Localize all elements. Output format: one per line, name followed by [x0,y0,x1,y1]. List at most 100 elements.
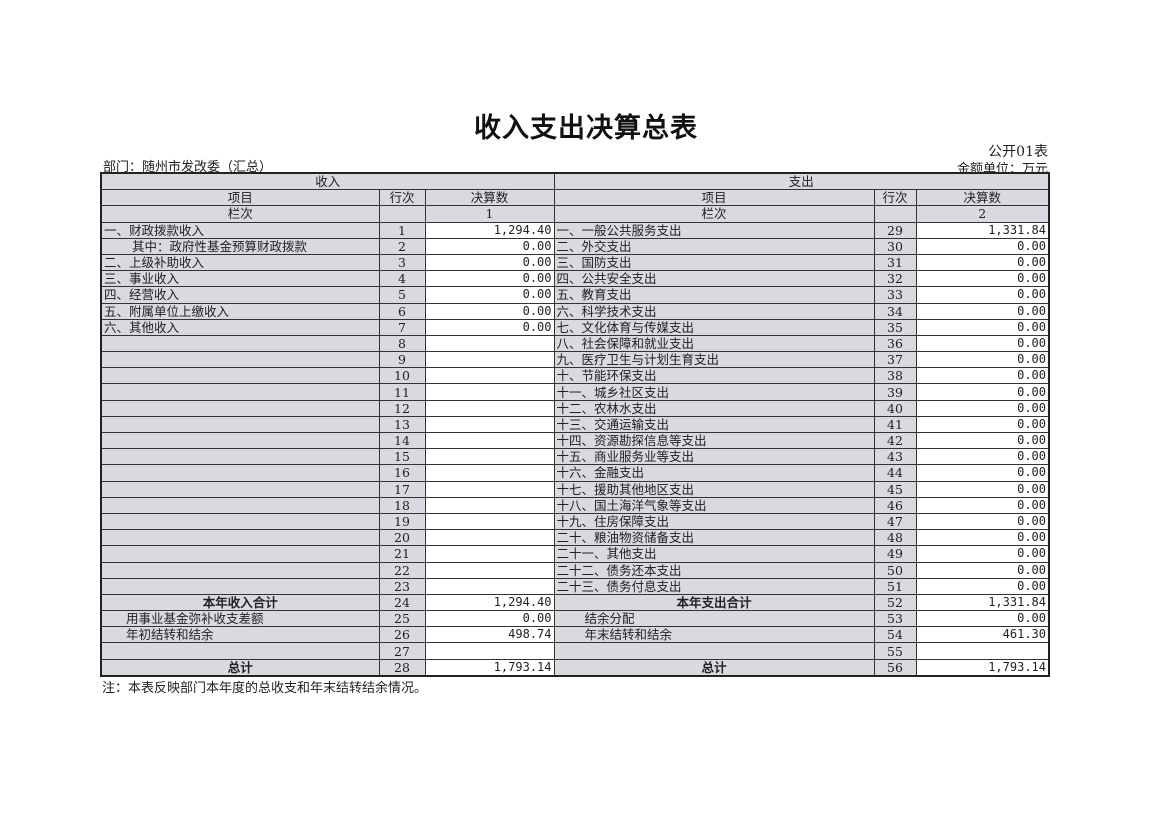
department-label: 部门：随州市发改委（汇总） [103,160,273,175]
expense-item: 十二、农林水支出 [553,399,875,417]
income-amount: 1,294.40 [424,221,555,239]
section-header-row: 收入 支出 [100,172,1050,191]
income-row-no-header: 行次 [378,189,426,207]
expense-row-no: 34 [873,302,917,320]
table-row: 11 十一、城乡社区支出 39 0.00 [100,383,1050,401]
table-row: 16 十六、金融支出 44 0.00 [100,464,1050,482]
income-row-no: 17 [378,480,426,498]
income-row-no: 10 [378,367,426,385]
income-item: 一、财政拨款收入 [100,221,380,239]
expense-item: 六、科学技术支出 [553,302,875,320]
table-row: 14 十四、资源勘探信息等支出 42 0.00 [100,431,1050,450]
income-item [100,480,380,498]
expense-row-no: 29 [873,221,917,239]
income-amount: 0.00 [424,610,555,628]
expense-row-no: 54 [873,626,917,644]
expense-row-no: 35 [873,318,917,336]
expense-item: 二十、粮油物资储备支出 [553,529,875,547]
income-row-no: 3 [378,253,426,272]
table-row: 27 55 [100,642,1050,660]
income-expense-table: 收入 支出 项目 行次 决算数 项目 行次 决算数 栏次 1 栏次 2 一、财政… [100,172,1050,677]
table-row: 18 十八、国土海洋气象等支出 46 0.00 [100,496,1050,514]
expense-item: 八、社会保障和就业支出 [553,334,875,353]
expense-row-no: 51 [873,577,917,595]
expense-item [553,642,875,660]
income-row-no: 8 [378,334,426,353]
table-row: 13 十三、交通运输支出 41 0.00 [100,415,1050,434]
table-row: 10 十、节能环保支出 38 0.00 [100,367,1050,385]
expense-item: 总计 [553,658,875,677]
expense-item: 二十二、债务还本支出 [553,561,875,579]
expense-row-no: 55 [873,642,917,660]
expense-row-no: 37 [873,351,917,369]
income-row-no: 13 [378,415,426,434]
income-row-no: 2 [378,237,426,255]
income-amount [424,496,555,514]
expense-row-no: 39 [873,383,917,401]
table-row: 本年收入合计 24 1,294.40 本年支出合计 52 1,331.84 [100,593,1050,612]
expense-amount: 0.00 [915,545,1050,563]
column-index-row: 栏次 1 栏次 2 [100,205,1050,223]
income-item: 年初结转和结余 [100,626,380,644]
expense-amount: 0.00 [915,431,1050,450]
income-item [100,529,380,547]
income-amount [424,642,555,660]
income-row-no: 21 [378,545,426,563]
table-row: 五、附属单位上缴收入 6 0.00 六、科学技术支出 34 0.00 [100,302,1050,320]
income-row-no: 28 [378,658,426,677]
income-row-no: 20 [378,529,426,547]
expense-amount: 0.00 [915,270,1050,288]
income-col-index: 1 [424,205,555,223]
expense-amount: 1,331.84 [915,593,1050,612]
table-row: 9 九、医疗卫生与计划生育支出 37 0.00 [100,351,1050,369]
expense-row-no: 38 [873,367,917,385]
income-amount [424,464,555,482]
expense-item: 年末结转和结余 [553,626,875,644]
income-item [100,415,380,434]
income-item [100,367,380,385]
income-amount [424,431,555,450]
table-row: 三、事业收入 4 0.00 四、公共安全支出 32 0.00 [100,270,1050,288]
form-number: 公开01表 [988,144,1048,160]
table-row: 用事业基金弥补收支差额 25 0.00 结余分配 53 0.00 [100,610,1050,628]
income-item: 六、其他收入 [100,318,380,336]
table-row: 20 二十、粮油物资储备支出 48 0.00 [100,529,1050,547]
expense-amount: 0.00 [915,383,1050,401]
expense-row-no: 52 [873,593,917,612]
table-row: 二、上级补助收入 3 0.00 三、国防支出 31 0.00 [100,253,1050,272]
income-item [100,464,380,482]
table-row: 一、财政拨款收入 1 1,294.40 一、一般公共服务支出 29 1,331.84 [100,221,1050,239]
income-row-no: 25 [378,610,426,628]
expense-item: 四、公共安全支出 [553,270,875,288]
expense-item: 十一、城乡社区支出 [553,383,875,401]
expense-row-no: 48 [873,529,917,547]
expense-amount: 0.00 [915,577,1050,595]
income-amount: 0.00 [424,318,555,336]
expense-amount: 0.00 [915,415,1050,434]
income-row-no: 12 [378,399,426,417]
expense-amount: 0.00 [915,448,1050,466]
expense-amount-header: 决算数 [915,189,1050,207]
expense-row-no: 44 [873,464,917,482]
expense-row-no: 40 [873,399,917,417]
table-row: 其中：政府性基金预算财政拨款 2 0.00 二、外交支出 30 0.00 [100,237,1050,255]
expense-amount: 0.00 [915,318,1050,336]
income-item [100,545,380,563]
income-row-no: 19 [378,512,426,531]
income-row-no: 16 [378,464,426,482]
income-item: 四、经营收入 [100,286,380,304]
income-item: 二、上级补助收入 [100,253,380,272]
income-item: 用事业基金弥补收支差额 [100,610,380,628]
expense-amount: 1,331.84 [915,221,1050,239]
income-row-no: 9 [378,351,426,369]
income-row-no: 24 [378,593,426,612]
income-row-no: 1 [378,221,426,239]
income-item: 五、附属单位上缴收入 [100,302,380,320]
income-row-no: 7 [378,318,426,336]
income-amount [424,448,555,466]
income-amount: 1,294.40 [424,593,555,612]
expense-amount: 0.00 [915,496,1050,514]
expense-col-index: 2 [915,205,1050,223]
expense-amount: 461.30 [915,626,1050,644]
income-item: 三、事业收入 [100,270,380,288]
